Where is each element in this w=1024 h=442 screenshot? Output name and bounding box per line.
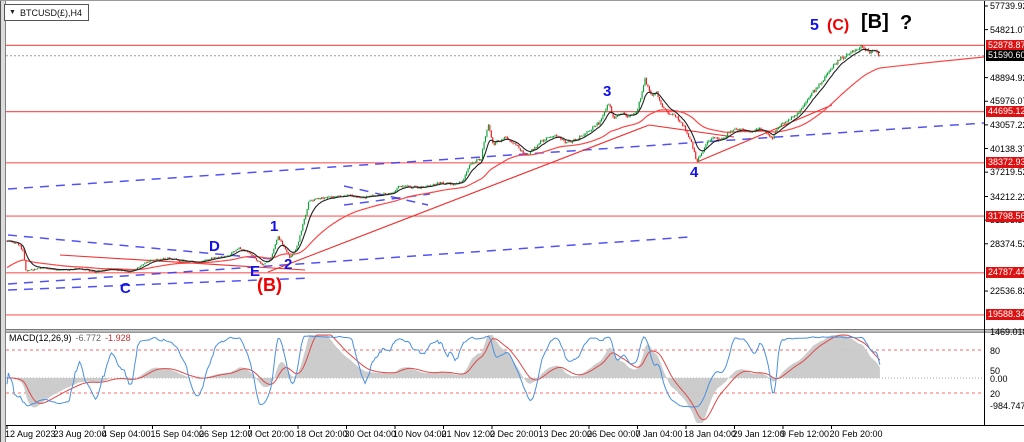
price-tick-label: 48894.92 (990, 72, 1024, 83)
current-price-badge: 51590.60 (986, 50, 1024, 62)
time-axis-label: 4 Sep 04:00 (102, 429, 151, 439)
level-price-badge: 31798.56 (986, 210, 1024, 222)
symbol-dropdown-icon[interactable]: ▼ (9, 9, 16, 16)
wave-annotation-c: (C) (827, 17, 850, 34)
chart-title-box[interactable]: ▼ BTCUSD(£),H4 (4, 4, 89, 21)
wave-annotation-b: [B] (861, 11, 889, 33)
time-axis-label: 23 Aug 20:00 (53, 429, 107, 439)
macd-indicator-label: MACD(12,26,9) -6.772 -1.928 (9, 333, 131, 343)
price-tick-label: 22536.82 (990, 286, 1024, 297)
level-price-badge: 19588.34 (986, 309, 1024, 321)
macd-axis-label: -984.747 (990, 401, 1024, 411)
wave-annotation-2: 2 (284, 256, 293, 273)
level-price-badge: 24787.44 (986, 267, 1024, 279)
time-axis-label: 13 Dec 20:00 (538, 429, 593, 439)
level-price-badge: 38372.93 (986, 157, 1024, 169)
wave-annotation-1: 1 (270, 218, 279, 235)
price-tick-label: 28374.52 (990, 238, 1024, 249)
time-axis-label: 15 Sep 04:00 (150, 429, 205, 439)
time-axis-label: 7 Jan 04:00 (635, 429, 683, 439)
macd-axis-label: 80 (990, 346, 1001, 356)
wave-annotation-b: (B) (257, 275, 282, 295)
time-axis-label: 30 Oct 04:00 (344, 429, 397, 439)
macd-value-signal: -1.928 (105, 333, 131, 343)
macd-value-main: -6.772 (75, 333, 102, 343)
price-tick-label: 34212.22 (990, 191, 1024, 202)
price-tick-label: 40138.37 (990, 143, 1024, 154)
time-axis-label: 9 Feb 12:00 (781, 429, 830, 439)
macd-axis-label: 1469.018 (990, 327, 1024, 337)
wave-annotation-: ? (900, 12, 913, 34)
time-axis-label: 10 Nov 04:00 (393, 429, 447, 439)
wave-annotation-c: C (120, 280, 131, 297)
macd-axis-label: 0.00 (990, 374, 1008, 384)
time-axis-label: 26 Dec 00:00 (587, 429, 641, 439)
time-axis-label: 21 Nov 12:00 (441, 429, 496, 439)
price-tick-label: 57739.92 (990, 1, 1024, 11)
level-price-badge: 44695.12 (986, 106, 1024, 118)
symbol-label: BTCUSD(£),H4 (19, 7, 82, 18)
wave-annotation-d: D (209, 238, 220, 255)
price-tick-label: 37219.52 (990, 167, 1024, 178)
time-axis-label: 12 Aug 2023 (5, 429, 56, 439)
macd-axis-label: 20 (990, 389, 1001, 399)
level-price-badge: 52878.87 (986, 39, 1024, 51)
macd-name: MACD(12,26,9) (9, 333, 72, 343)
wave-annotation-3: 3 (603, 83, 612, 100)
time-axis-label: 18 Jan 04:00 (684, 429, 737, 439)
price-tick-label: 43057.22 (990, 119, 1024, 130)
time-axis-label: 18 Oct 20:00 (296, 429, 348, 439)
wave-annotation-4: 4 (690, 164, 699, 181)
time-axis-label: 26 Sep 12:00 (199, 429, 253, 439)
time-axis-label: 20 Feb 20:00 (829, 429, 883, 439)
time-axis-label: 7 Oct 20:00 (247, 429, 295, 439)
price-tick-label: 45976.07 (990, 96, 1024, 107)
wave-annotation-5: 5 (810, 17, 819, 34)
window-edge (0, 1, 6, 442)
wave-annotation-e: E (250, 263, 261, 280)
price-tick-label: 54821.07 (990, 24, 1024, 35)
time-axis-label: 2 Dec 20:00 (490, 429, 539, 439)
macd-axis-label: 50 (990, 366, 1001, 376)
time-axis-label: 29 Jan 12:00 (732, 429, 785, 439)
